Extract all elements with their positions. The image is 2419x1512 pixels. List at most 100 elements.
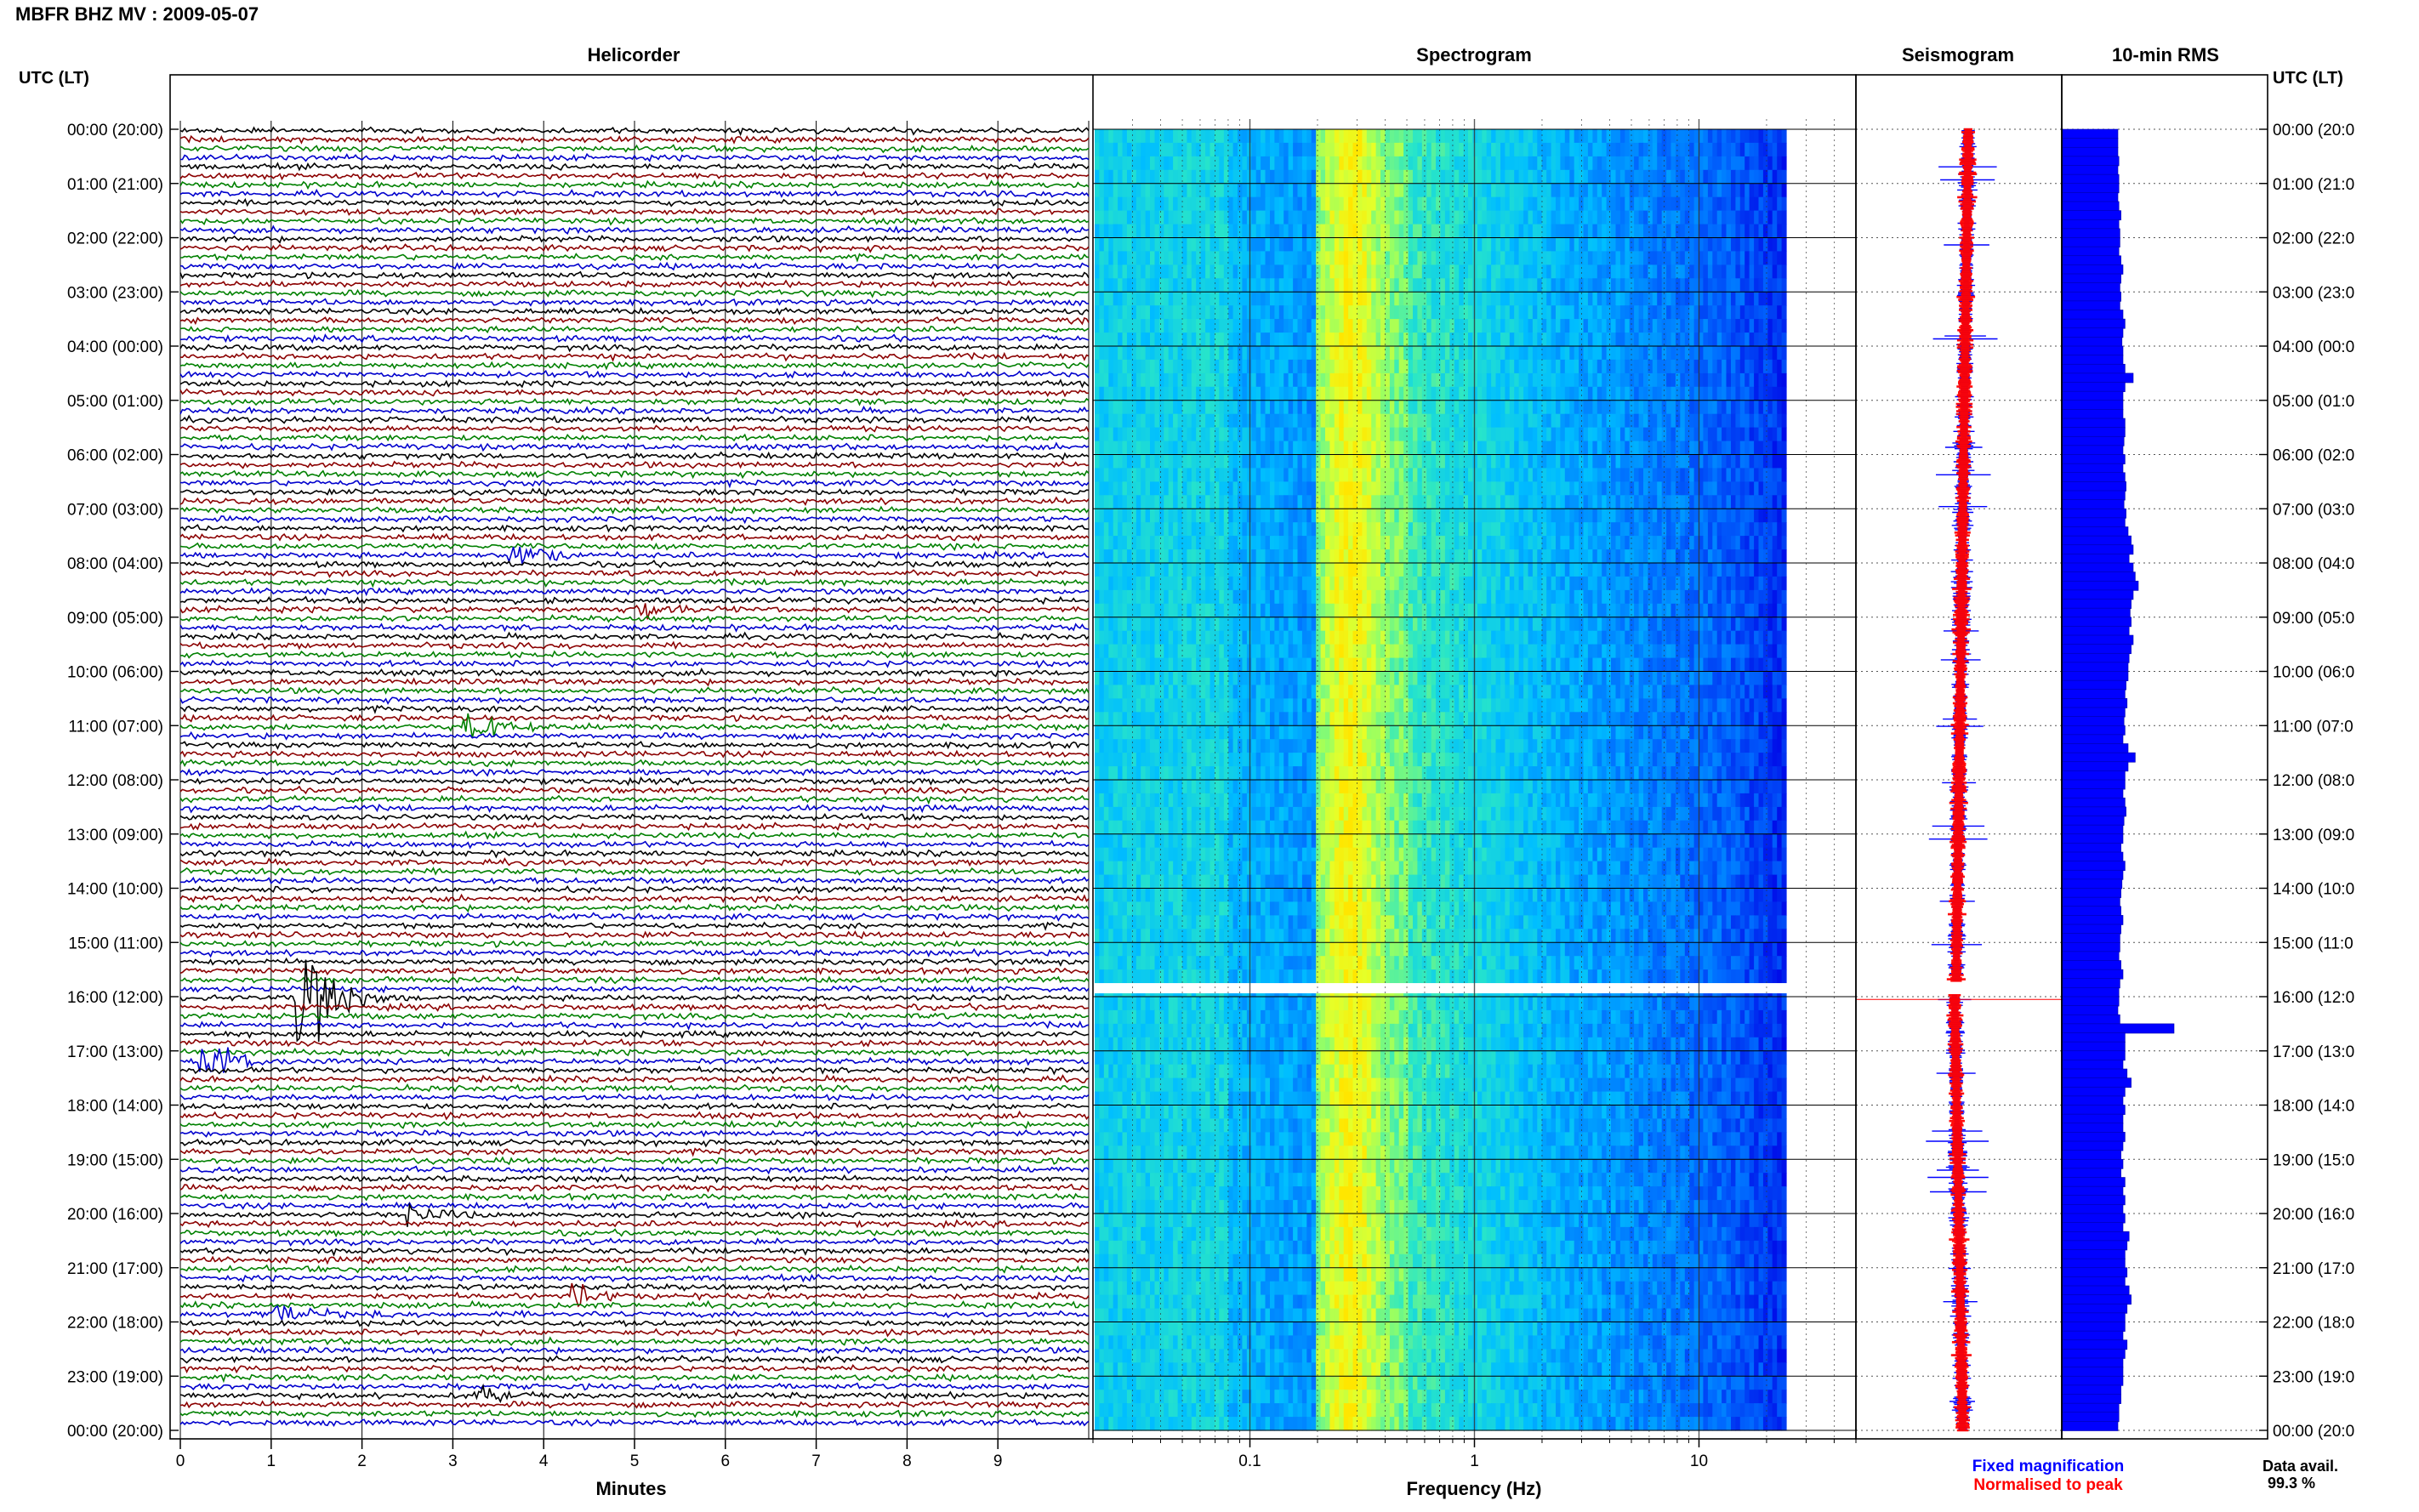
spectrogram-cell [1191,319,1197,333]
spectrogram-cell [1500,346,1505,361]
spectrogram-cell [1749,522,1755,537]
spectrogram-cell [1440,333,1446,347]
spectrogram-cell [1329,441,1335,456]
spectrogram-cell [1611,468,1616,482]
spectrogram-cell [1716,372,1722,388]
spectrogram-cell [1182,224,1187,239]
spectrogram-cell [1403,169,1409,185]
spectrogram-cell [1643,359,1648,374]
spectrogram-cell [1634,359,1640,374]
spectrogram-cell [1339,509,1345,523]
spectrogram-cell [1666,156,1672,171]
spectrogram-cell [1482,169,1488,185]
spectrogram-cell [1648,441,1653,456]
spectrogram-cell [1482,563,1488,577]
spectrogram-cell [1716,129,1722,144]
spectrogram-cell [1762,495,1768,509]
spectrogram-cell [1560,129,1566,144]
spectrogram-cell [1449,495,1455,509]
spectrogram-cell [1514,536,1520,550]
spectrogram-cell [1615,196,1621,212]
spectrogram-cell [1182,549,1187,564]
spectrogram-cell [1731,264,1736,279]
spectrogram-cell [1777,495,1783,509]
spectrogram-cell [1403,549,1409,564]
spectrogram-cell [1108,536,1114,550]
spectrogram-cell [1777,441,1783,456]
spectrogram-cell [1689,522,1695,537]
spectrogram-cell [1366,468,1372,482]
spectrogram-cell [1619,359,1625,374]
spectrogram-cell [1472,319,1478,333]
spectrogram-cell [1274,386,1280,401]
spectrogram-cell [1334,156,1340,171]
spectrogram-cell [1187,536,1192,550]
spectrogram-cell [1431,142,1437,157]
spectrogram-cell [1103,333,1109,347]
spectrogram-cell [1182,333,1187,347]
spectrogram-cell [1362,156,1368,171]
spectrogram-cell [1675,495,1681,509]
spectrogram-cell [1113,196,1118,212]
spectrogram-cell [1689,509,1695,523]
spectrogram-cell [1316,359,1322,374]
spectrogram-cell [1301,468,1307,482]
spectrogram-cell [1671,481,1676,496]
spectrogram-cell [1680,359,1686,374]
spectrogram-cell [1606,183,1612,198]
spectrogram-cell [1242,563,1248,577]
spectrogram-cell [1500,427,1505,442]
spectrogram-cell [1306,441,1312,456]
spectrogram-cell [1648,346,1653,361]
spectrogram-cell [1634,427,1640,442]
spectrogram-cell [1564,278,1570,293]
spectrogram-cell [1712,359,1718,374]
spectrogram-cell [1625,509,1631,523]
spectrogram-cell [1301,156,1307,171]
spectrogram-cell [1182,210,1187,225]
spectrogram-cell [1265,427,1271,442]
spectrogram-cell [1592,495,1598,509]
spectrogram-cell [1325,264,1330,279]
spectrogram-cell [1560,481,1566,496]
spectrogram-cell [1362,210,1368,225]
spectrogram-cell [1762,427,1768,442]
spectrogram-cell [1398,522,1404,537]
spectrogram-cell [1375,509,1381,523]
spectrogram-cell [1754,237,1760,252]
spectrogram-cell [1754,509,1760,523]
spectrogram-cell [1265,142,1271,157]
spectrogram-cell [1413,278,1418,293]
spectrogram-cell [1196,454,1202,469]
spectrogram-cell [1385,413,1391,429]
spectrogram-cell [1232,292,1238,306]
spectrogram-cell [1486,251,1492,265]
spectrogram-cell [1103,359,1109,374]
spectrogram-cell [1255,210,1261,225]
spectrogram-cell [1680,413,1686,429]
spectrogram-cell [1343,468,1349,482]
spectrogram-cell [1357,237,1363,252]
spectrogram-cell [1118,292,1124,306]
spectrogram-cell [1551,468,1557,482]
spectrogram-cell [1408,372,1414,388]
spectrogram-cell [1634,156,1640,171]
spectrogram-cell [1270,495,1275,509]
spectrogram-cell [1398,495,1404,509]
spectrogram-cell [1191,346,1197,361]
spectrogram-cell [1200,400,1206,415]
spectrogram-cell [1099,237,1105,252]
spectrogram-cell [1560,413,1566,429]
spectrogram-cell [1426,468,1432,482]
spectrogram-cell [1712,386,1718,401]
spectrogram-cell [1339,237,1345,252]
spectrogram-cell [1505,278,1511,293]
spectrogram-cell [1675,183,1681,198]
spectrogram-cell [1136,129,1141,144]
spectrogram-cell [1150,129,1155,144]
spectrogram-cell [1500,237,1505,252]
spectrogram-cell [1261,372,1266,388]
spectrogram-cell [1191,386,1197,401]
spectrogram-cell [1611,319,1616,333]
spectrogram-cell [1219,536,1225,550]
